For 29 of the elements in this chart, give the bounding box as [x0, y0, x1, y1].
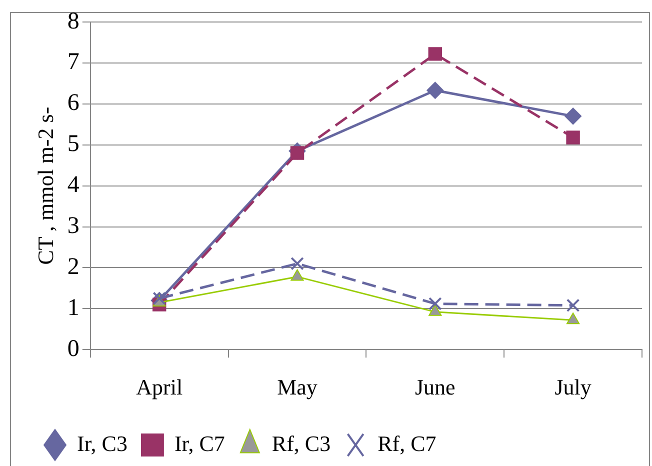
point	[566, 298, 580, 312]
point	[566, 130, 580, 144]
y-tick-label: 5	[67, 131, 80, 158]
y-tick-label: 8	[67, 8, 80, 34]
point	[290, 256, 304, 270]
x-tick-label: June	[414, 374, 456, 400]
legend-label: Ir, C7	[174, 430, 225, 456]
point	[566, 312, 580, 324]
x-tick-label: July	[554, 374, 592, 400]
legend-label: Ir, C3	[77, 430, 128, 456]
point	[428, 47, 442, 61]
legend-label: Rf, C7	[378, 430, 436, 456]
point	[290, 269, 304, 281]
y-tick-label: 6	[67, 90, 80, 116]
y-tick-label: 3	[67, 213, 80, 240]
y-axis-title: CT , mmol m-2 s-	[32, 106, 58, 265]
y-tick-label: 4	[67, 172, 80, 198]
y-tick-label: 1	[67, 294, 80, 321]
y-tick-label: 7	[67, 49, 80, 76]
point	[152, 292, 166, 306]
x-tick-label: April	[136, 374, 183, 400]
point	[428, 304, 442, 316]
y-tick-label: 2	[67, 254, 80, 280]
legend-label: Rf, C3	[272, 430, 331, 456]
x-tick-label: May	[277, 374, 318, 400]
point	[428, 297, 442, 310]
point	[426, 82, 444, 99]
point	[564, 108, 582, 125]
y-tick-label: 0	[67, 336, 80, 362]
